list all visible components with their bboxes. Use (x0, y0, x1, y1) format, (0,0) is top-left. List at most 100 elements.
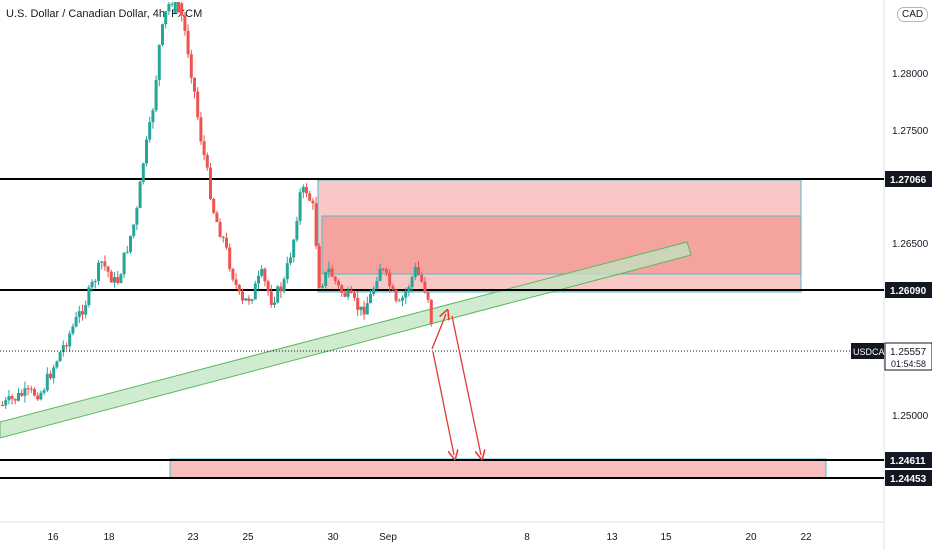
candle-body (193, 77, 196, 92)
candle-body (45, 373, 49, 391)
candle-body (385, 269, 388, 273)
candle-body (269, 291, 273, 305)
candle-body (253, 283, 257, 300)
candle-body (375, 281, 379, 289)
candle-body (55, 361, 59, 368)
candle-body (199, 117, 203, 142)
candle-body (410, 277, 414, 288)
candle-body (65, 345, 68, 347)
horizontal-levels (0, 178, 884, 479)
time-tick-label: 13 (606, 532, 618, 543)
candle-body (237, 284, 241, 292)
candle-body (151, 110, 155, 123)
candle-body (42, 390, 46, 393)
candle-body (173, 2, 177, 14)
candle-body (109, 271, 113, 283)
candle-body (183, 15, 187, 31)
price-level-value: 1.24611 (890, 456, 926, 467)
arrow-down-left[interactable] (432, 351, 454, 455)
time-tick-label: 16 (47, 532, 59, 543)
arrow-up-retest[interactable] (431, 314, 446, 350)
candle-body (266, 281, 270, 292)
candle-body (23, 388, 27, 396)
candle-body (20, 392, 24, 396)
time-tick-label: 22 (800, 532, 812, 543)
candle-body (423, 281, 427, 293)
time-tick-label: 15 (660, 532, 672, 543)
time-tick-label: 18 (103, 532, 115, 543)
price-level-tag (885, 282, 932, 298)
candle-body (87, 287, 91, 306)
candle-body (77, 311, 81, 318)
candle-body (36, 395, 40, 400)
candle-body (394, 289, 398, 301)
candle-body (247, 298, 251, 301)
candles (1, 2, 433, 409)
candle-body (33, 389, 36, 396)
candle-body (308, 193, 312, 201)
candle-body (413, 267, 417, 278)
candle-body (177, 2, 180, 13)
candle-body (103, 261, 107, 267)
candle-body (324, 272, 328, 286)
candle-body (429, 299, 433, 324)
candle-body (298, 192, 302, 221)
candle-body (39, 392, 43, 400)
candle-body (263, 268, 267, 282)
candle-body (289, 257, 292, 264)
support-zone[interactable] (169, 458, 827, 479)
candle-body (221, 236, 225, 238)
candle-body (257, 275, 260, 284)
time-tick-label: 20 (745, 532, 757, 543)
price-tick-label: 1.28000 (892, 69, 929, 80)
candle-body (148, 122, 152, 140)
candle-body (369, 294, 372, 304)
chart-title: U.S. Dollar / Canadian Dollar, 4h, FXCM (6, 8, 203, 20)
candle-body (391, 286, 395, 290)
price-level-tag (885, 452, 932, 468)
candle-body (378, 268, 382, 282)
candle-body (52, 367, 56, 379)
candle-body (81, 311, 84, 315)
candle-body (161, 24, 164, 45)
candle-body (129, 235, 132, 252)
candle-body (4, 400, 8, 406)
price-axis[interactable]: 1.28000 1.27500 1.26500 1.25000 (892, 69, 929, 422)
symbol-tag (851, 343, 884, 359)
candle-body (397, 300, 401, 302)
candle-body (58, 352, 62, 362)
candle-body (311, 200, 315, 204)
candle-body (84, 305, 88, 315)
candle-body (170, 3, 174, 5)
time-tick-label: 25 (242, 532, 254, 543)
candle-body (1, 405, 4, 406)
candle-body (372, 288, 376, 295)
candle-body (404, 291, 408, 298)
resistance-zone-inner[interactable] (321, 215, 802, 275)
arrow-down-right[interactable] (451, 315, 481, 455)
candle-body (333, 276, 337, 282)
candle-body (218, 222, 222, 237)
candle-body (202, 141, 206, 156)
time-axis[interactable]: 16 18 23 25 30 Sep 8 13 15 20 22 (47, 532, 812, 543)
candle-body (388, 272, 392, 287)
candle-body (7, 396, 11, 401)
candle-body (157, 44, 161, 80)
candle-body (90, 281, 94, 288)
current-price-tag (884, 342, 932, 371)
candle-body (141, 163, 145, 182)
candle-body (122, 252, 126, 275)
candle-body (295, 220, 299, 240)
candle-body (276, 286, 280, 303)
candle-body (17, 392, 20, 401)
candle-body (343, 292, 347, 297)
candle-body (362, 306, 366, 315)
candle-body (321, 285, 324, 288)
candle-body (292, 239, 296, 258)
candle-body (407, 287, 411, 292)
candle-body (29, 388, 33, 390)
currency-badge[interactable]: CAD (897, 7, 929, 22)
candle-body (381, 268, 385, 270)
candle-body (205, 155, 209, 168)
